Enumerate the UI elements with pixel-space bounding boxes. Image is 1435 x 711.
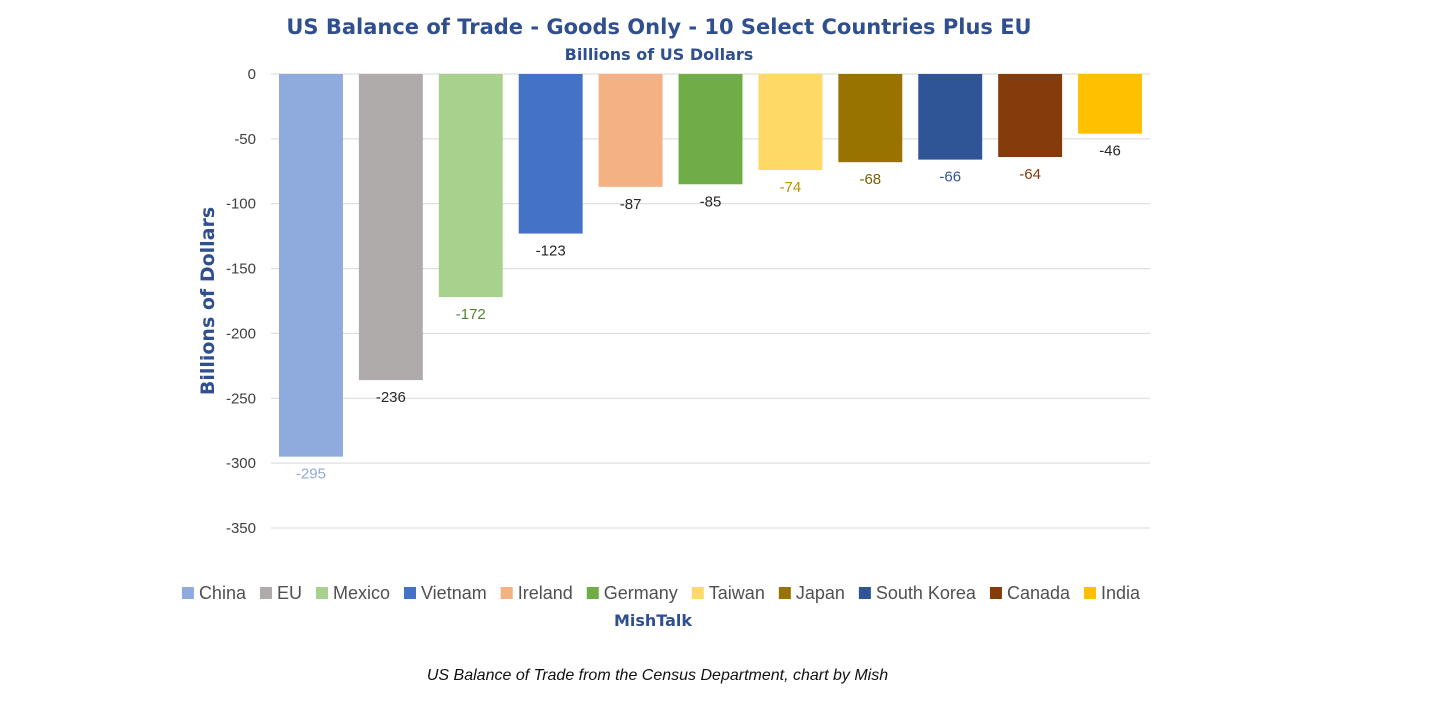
data-label: -123 bbox=[536, 243, 566, 260]
legend-label-ireland: Ireland bbox=[518, 583, 573, 603]
data-label: -66 bbox=[939, 169, 961, 186]
legend-swatch-south-korea bbox=[858, 587, 871, 599]
legend-swatch-canada bbox=[989, 587, 1002, 599]
legend-swatch-taiwan bbox=[691, 587, 704, 599]
legend-swatch-vietnam bbox=[404, 587, 416, 599]
bar-vietnam bbox=[518, 74, 583, 234]
legend-label-south-korea: South Korea bbox=[876, 583, 977, 603]
legend-label-japan: Japan bbox=[796, 583, 845, 603]
bar-germany bbox=[678, 74, 743, 185]
data-label: -64 bbox=[1019, 166, 1041, 183]
legend-label-india: India bbox=[1101, 583, 1141, 603]
legend-swatch-eu bbox=[259, 587, 272, 599]
legend-swatch-ireland bbox=[500, 587, 513, 599]
y-tick-label: -300 bbox=[226, 455, 256, 472]
bar-canada bbox=[998, 74, 1063, 158]
data-label: -85 bbox=[700, 193, 722, 210]
bar-japan bbox=[838, 74, 903, 163]
bars bbox=[278, 74, 1143, 457]
y-tick-label: -100 bbox=[226, 196, 256, 213]
chart-subtitle: Billions of US Dollars bbox=[565, 45, 754, 64]
legend-label-mexico: Mexico bbox=[333, 583, 390, 603]
legend-label-eu: EU bbox=[277, 583, 302, 603]
data-label: -87 bbox=[620, 196, 642, 213]
chart-footer: MishTalk bbox=[614, 611, 692, 630]
legend-label-canada: Canada bbox=[1007, 583, 1071, 603]
data-labels: -295 -236 -172 -123 -87 -85 -74 -68 -66 -64 -46 bbox=[296, 143, 1121, 483]
chart-title: US Balance of Trade - Goods Only - 10 Se… bbox=[286, 15, 1031, 39]
y-axis-ticks: 0 -50 -100 -150 -200 -250 -300 -350 bbox=[226, 66, 256, 537]
legend-swatch-china bbox=[181, 587, 194, 599]
bar-taiwan bbox=[758, 74, 823, 170]
data-label: -68 bbox=[859, 171, 881, 188]
legend: China EU Mexico Vietnam Ireland Germany Taiwan… bbox=[181, 583, 1141, 603]
data-label: -172 bbox=[456, 306, 486, 323]
y-axis-title: Billions of Dollars bbox=[197, 207, 219, 395]
legend-swatch-japan bbox=[778, 587, 791, 599]
y-tick-label: -250 bbox=[226, 390, 256, 407]
data-label: -74 bbox=[780, 179, 802, 196]
bar-eu bbox=[358, 74, 423, 381]
bar-ireland bbox=[598, 74, 663, 187]
legend-label-germany: Germany bbox=[604, 583, 678, 603]
y-tick-label: -150 bbox=[226, 261, 256, 278]
bar-mexico bbox=[438, 74, 503, 298]
y-tick-label: 0 bbox=[248, 66, 256, 83]
data-label: -46 bbox=[1099, 143, 1121, 160]
bar-india bbox=[1078, 74, 1143, 134]
data-label: -236 bbox=[376, 389, 406, 406]
legend-swatch-germany bbox=[586, 587, 599, 599]
data-label: -295 bbox=[296, 466, 326, 483]
y-tick-label: -50 bbox=[234, 131, 256, 148]
legend-swatch-india bbox=[1084, 587, 1097, 599]
image-caption: US Balance of Trade from the Census Depa… bbox=[426, 667, 889, 684]
y-tick-label: -350 bbox=[226, 520, 256, 537]
legend-label-china: China bbox=[199, 583, 247, 603]
bar-south-korea bbox=[918, 74, 983, 160]
legend-label-vietnam: Vietnam bbox=[421, 583, 487, 603]
legend-swatch-mexico bbox=[315, 587, 328, 599]
y-tick-label: -200 bbox=[226, 325, 256, 342]
bar-china bbox=[278, 74, 343, 457]
legend-label-taiwan: Taiwan bbox=[709, 583, 765, 603]
